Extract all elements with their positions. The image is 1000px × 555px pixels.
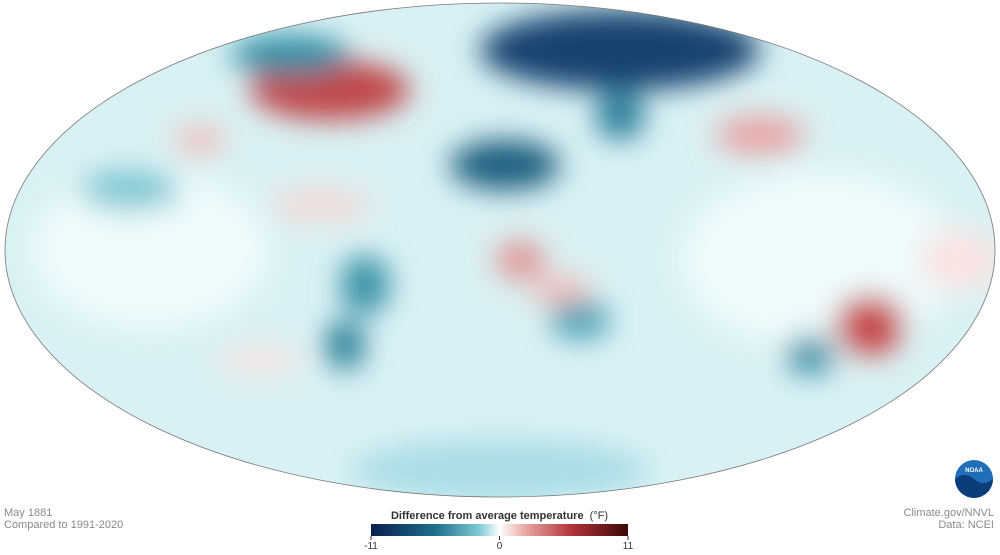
- map: [5, 3, 995, 497]
- tick-label: 0: [497, 541, 503, 552]
- noaa-logo: NOAA: [955, 460, 993, 498]
- map-baseline: Compared to 1991-2020: [4, 519, 123, 531]
- tick-label: -11: [364, 541, 378, 552]
- legend-title: Difference from average temperature: [391, 510, 584, 522]
- credit-source: Climate.gov/NNVL: [904, 507, 994, 519]
- tick-label: 11: [623, 541, 634, 552]
- legend-ticks: -11 0 11: [364, 536, 634, 552]
- anomaly-field: [30, 10, 995, 497]
- legend-unit: (°F): [590, 510, 608, 522]
- logo-text: NOAA: [965, 468, 983, 474]
- credit-data: Data: NCEI: [938, 519, 994, 531]
- globe-outline: [4, 2, 996, 498]
- color-scale: [371, 524, 628, 536]
- map-date: May 1881: [4, 507, 52, 519]
